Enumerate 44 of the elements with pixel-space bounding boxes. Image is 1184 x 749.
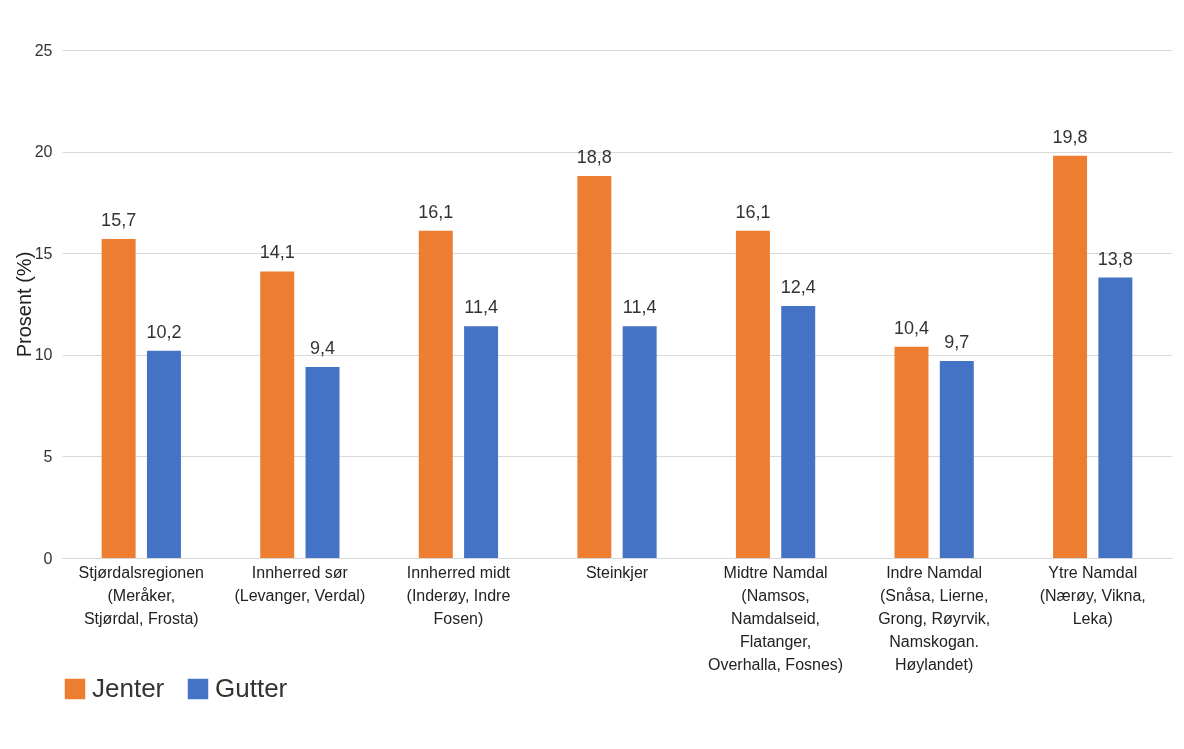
bar bbox=[418, 230, 453, 558]
data-label: 16,1 bbox=[735, 201, 771, 222]
data-label: 9,4 bbox=[309, 337, 336, 358]
y-tick-label: 15 bbox=[34, 244, 53, 262]
data-label: 9,7 bbox=[944, 331, 970, 352]
bar bbox=[1053, 155, 1088, 558]
data-label: 10,4 bbox=[893, 317, 930, 338]
bar bbox=[305, 366, 340, 558]
x-tick-label: Innherred midt (Inderøy, Indre Fosen) bbox=[406, 563, 511, 627]
data-label: 19,8 bbox=[1052, 126, 1088, 147]
bar bbox=[260, 271, 295, 558]
x-tick-label: Midtre Namdal (Namsos, Namdalseid, Flatanger, Overhalla, Fosnes) bbox=[707, 563, 844, 673]
bar bbox=[735, 230, 770, 558]
data-label: 16,1 bbox=[418, 201, 454, 222]
bar bbox=[939, 360, 974, 558]
data-label: 11,4 bbox=[622, 297, 657, 318]
data-label: 13,8 bbox=[1097, 248, 1133, 269]
y-tick-label: 10 bbox=[34, 346, 53, 364]
data-label: 12,4 bbox=[780, 277, 816, 298]
legend-label: Jenter bbox=[92, 673, 165, 703]
bar bbox=[1098, 277, 1133, 558]
data-label: 15,7 bbox=[101, 209, 137, 230]
x-tick-label: Indre Namdal (Snåsa, Lierne, Grong, Røyrvik, Namskogan. Høylandet) bbox=[878, 563, 991, 673]
x-tick-label: Steinkjer bbox=[585, 563, 649, 581]
y-tick-label: 20 bbox=[34, 143, 53, 161]
data-label: 18,8 bbox=[576, 146, 612, 167]
y-axis-title: Prosent (%) bbox=[12, 251, 35, 358]
y-tick-label: 0 bbox=[43, 549, 53, 567]
bar bbox=[622, 326, 657, 558]
x-tick-label: Innherred sør (Levanger, Verdal) bbox=[234, 563, 366, 604]
x-tick-label: Ytre Namdal (Nærøy, Vikna, Leka) bbox=[1039, 563, 1146, 627]
data-label: 14,1 bbox=[259, 242, 295, 263]
bar bbox=[781, 306, 816, 558]
data-label: 10,2 bbox=[146, 321, 182, 342]
x-tick-label: Stjørdalsregionen (Meråker, Stjørdal, Frosta) bbox=[78, 563, 204, 627]
y-tick-label: 25 bbox=[34, 41, 53, 59]
bar bbox=[146, 350, 181, 558]
bar bbox=[464, 326, 499, 558]
bar bbox=[894, 346, 929, 558]
data-label: 11,4 bbox=[464, 297, 498, 318]
bar bbox=[577, 175, 612, 558]
y-tick-label: 5 bbox=[43, 447, 53, 465]
legend-label: Gutter bbox=[215, 673, 288, 703]
bar bbox=[101, 238, 136, 558]
